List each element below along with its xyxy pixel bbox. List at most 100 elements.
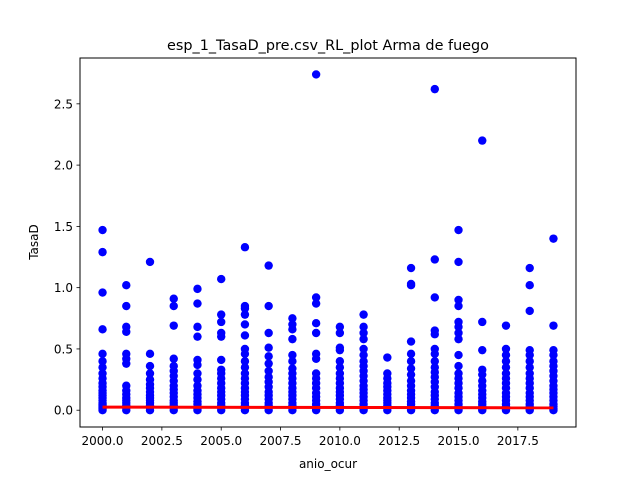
data-point bbox=[406, 356, 416, 366]
data-point bbox=[193, 332, 202, 341]
data-point bbox=[454, 361, 463, 371]
data-point bbox=[169, 354, 178, 363]
data-point bbox=[430, 356, 439, 366]
data-point bbox=[525, 306, 534, 316]
data-point bbox=[169, 301, 178, 311]
data-point bbox=[193, 284, 202, 294]
data-point bbox=[193, 375, 202, 384]
data-point bbox=[240, 331, 250, 340]
data-point bbox=[311, 328, 321, 338]
data-point bbox=[430, 330, 439, 339]
y-tick-label: 0.5 bbox=[54, 342, 73, 356]
data-point bbox=[454, 334, 463, 344]
data-point bbox=[193, 299, 202, 308]
data-point bbox=[549, 321, 558, 330]
data-point bbox=[169, 294, 178, 303]
data-point bbox=[430, 293, 439, 302]
x-tick-label: 2012.5 bbox=[378, 434, 420, 448]
data-point bbox=[311, 70, 321, 79]
data-point bbox=[240, 243, 250, 252]
data-point bbox=[217, 355, 226, 365]
data-point bbox=[217, 317, 226, 327]
data-point bbox=[359, 322, 368, 332]
data-point bbox=[454, 225, 463, 235]
data-point bbox=[98, 363, 107, 372]
data-point bbox=[240, 363, 250, 372]
regression-line bbox=[102, 405, 554, 410]
data-point bbox=[122, 281, 131, 290]
data-point bbox=[145, 361, 155, 371]
data-point bbox=[335, 356, 345, 366]
data-point bbox=[193, 360, 202, 370]
data-point bbox=[288, 334, 297, 344]
x-axis-ticks: 2000.0 2002.5 2005.0 2007.5 2010.0 2012.5 2015… bbox=[82, 427, 539, 448]
data-point bbox=[525, 281, 534, 290]
data-point bbox=[240, 349, 250, 359]
x-tick-label: 2005.0 bbox=[200, 434, 242, 448]
chart-title: esp_1_TasaD_pre.csv_RL_plot Arma de fueg… bbox=[167, 38, 489, 54]
data-point bbox=[406, 349, 416, 359]
data-point bbox=[264, 261, 273, 270]
data-point bbox=[240, 356, 250, 366]
data-point bbox=[122, 359, 131, 368]
data-point bbox=[406, 370, 416, 379]
data-point bbox=[454, 328, 463, 338]
data-point bbox=[169, 321, 178, 330]
x-tick-label: 2017.5 bbox=[497, 434, 539, 448]
x-tick-label: 2002.5 bbox=[141, 434, 183, 448]
data-point bbox=[501, 356, 511, 366]
data-point bbox=[549, 234, 558, 243]
y-tick-label: 0.0 bbox=[54, 404, 73, 418]
data-point bbox=[454, 350, 463, 360]
data-point bbox=[122, 327, 131, 336]
data-point bbox=[264, 328, 273, 338]
data-point bbox=[525, 350, 534, 360]
y-axis-title: TasaD bbox=[27, 224, 41, 261]
plot-area bbox=[80, 58, 576, 427]
y-tick-label: 2.0 bbox=[54, 159, 73, 173]
data-point bbox=[359, 310, 368, 319]
data-point bbox=[478, 345, 487, 355]
data-point bbox=[98, 356, 107, 366]
y-tick-label: 2.5 bbox=[54, 97, 73, 111]
data-point bbox=[288, 314, 297, 323]
data-point bbox=[264, 343, 273, 352]
data-point bbox=[98, 225, 107, 235]
data-point bbox=[478, 370, 487, 379]
data-point bbox=[145, 257, 155, 267]
data-point bbox=[454, 301, 463, 311]
data-point bbox=[501, 363, 511, 372]
data-point bbox=[288, 356, 297, 366]
data-point bbox=[217, 332, 226, 341]
data-point bbox=[549, 350, 558, 360]
x-tick-label: 2010.0 bbox=[319, 434, 361, 448]
data-point bbox=[122, 301, 131, 311]
data-point bbox=[240, 310, 250, 319]
data-point bbox=[335, 322, 345, 332]
data-point bbox=[478, 317, 487, 327]
data-point bbox=[217, 310, 226, 319]
y-tick-label: 1.0 bbox=[54, 281, 73, 295]
data-point bbox=[430, 349, 439, 359]
data-point bbox=[430, 84, 439, 94]
data-point bbox=[288, 325, 297, 334]
data-point bbox=[264, 301, 273, 311]
y-tick-label: 1.5 bbox=[54, 220, 73, 234]
x-tick-label: 2000.0 bbox=[82, 434, 124, 448]
data-point bbox=[311, 354, 321, 363]
data-point bbox=[193, 322, 202, 332]
data-point bbox=[335, 345, 345, 355]
data-point bbox=[98, 325, 107, 334]
data-point bbox=[145, 349, 155, 359]
data-point bbox=[406, 263, 416, 273]
data-point bbox=[240, 304, 250, 313]
data-point bbox=[525, 363, 534, 372]
x-tick-label: 2015.0 bbox=[438, 434, 480, 448]
data-point bbox=[311, 299, 321, 308]
plot-frame bbox=[79, 57, 577, 428]
data-point bbox=[406, 281, 416, 290]
data-point bbox=[454, 257, 463, 267]
data-point bbox=[217, 274, 226, 284]
data-point bbox=[359, 334, 368, 344]
